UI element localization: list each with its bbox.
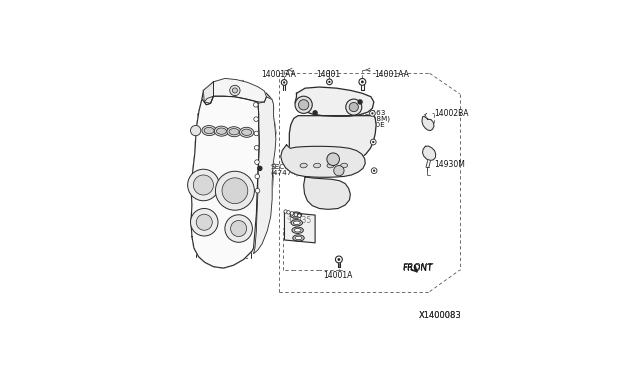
Circle shape xyxy=(254,117,259,121)
Text: X1400083: X1400083 xyxy=(419,311,461,320)
Text: 14001AA: 14001AA xyxy=(374,70,409,79)
Circle shape xyxy=(298,100,309,110)
Circle shape xyxy=(372,141,374,143)
Ellipse shape xyxy=(202,126,216,135)
Ellipse shape xyxy=(216,128,227,134)
Circle shape xyxy=(196,214,212,230)
Text: 14035: 14035 xyxy=(287,216,312,225)
Ellipse shape xyxy=(290,212,301,218)
Circle shape xyxy=(254,145,259,150)
Circle shape xyxy=(371,112,374,115)
Ellipse shape xyxy=(292,227,303,233)
Circle shape xyxy=(326,79,332,85)
Ellipse shape xyxy=(204,128,214,134)
Text: X1400083: X1400083 xyxy=(419,311,461,320)
Text: 14001A: 14001A xyxy=(323,271,353,280)
Ellipse shape xyxy=(229,129,239,135)
Circle shape xyxy=(258,166,262,170)
Circle shape xyxy=(373,170,375,172)
Polygon shape xyxy=(191,96,259,268)
Circle shape xyxy=(191,208,218,236)
Circle shape xyxy=(335,256,342,263)
Circle shape xyxy=(358,100,362,104)
Text: 14001AA: 14001AA xyxy=(261,70,296,79)
Text: FRONT: FRONT xyxy=(403,263,433,272)
Circle shape xyxy=(225,215,252,242)
Polygon shape xyxy=(422,116,434,131)
Text: 14040E: 14040E xyxy=(358,122,385,128)
Circle shape xyxy=(294,213,298,217)
Circle shape xyxy=(371,168,377,173)
Circle shape xyxy=(255,189,260,193)
Circle shape xyxy=(371,139,376,145)
Ellipse shape xyxy=(327,163,334,168)
Circle shape xyxy=(359,78,366,85)
Circle shape xyxy=(361,80,364,83)
Circle shape xyxy=(295,96,312,113)
Text: (47474): (47474) xyxy=(270,169,299,176)
Text: (16298M): (16298M) xyxy=(355,116,390,122)
Ellipse shape xyxy=(292,235,304,241)
Circle shape xyxy=(216,171,254,210)
Polygon shape xyxy=(204,82,213,103)
Circle shape xyxy=(284,210,287,213)
Ellipse shape xyxy=(239,127,254,137)
Ellipse shape xyxy=(300,163,307,168)
Circle shape xyxy=(282,80,287,85)
Text: (11026): (11026) xyxy=(309,127,338,134)
Text: SEC.163: SEC.163 xyxy=(355,110,385,116)
Circle shape xyxy=(369,110,375,116)
Text: SEC.118: SEC.118 xyxy=(309,122,340,128)
Text: 14002BA: 14002BA xyxy=(434,109,468,118)
Polygon shape xyxy=(253,97,276,254)
Circle shape xyxy=(346,99,362,115)
Ellipse shape xyxy=(293,221,300,225)
Polygon shape xyxy=(281,145,365,177)
Circle shape xyxy=(222,178,248,203)
Circle shape xyxy=(254,131,259,136)
Ellipse shape xyxy=(227,127,241,137)
Circle shape xyxy=(253,103,258,107)
Ellipse shape xyxy=(292,214,300,217)
Ellipse shape xyxy=(340,163,348,168)
Text: SEC.470: SEC.470 xyxy=(270,164,301,170)
Circle shape xyxy=(232,88,237,93)
Circle shape xyxy=(328,81,331,83)
Polygon shape xyxy=(287,116,376,166)
Polygon shape xyxy=(295,87,374,116)
Circle shape xyxy=(298,214,301,217)
Ellipse shape xyxy=(294,228,301,232)
Circle shape xyxy=(313,111,317,115)
Ellipse shape xyxy=(291,219,303,226)
Polygon shape xyxy=(422,146,436,160)
Polygon shape xyxy=(284,212,315,243)
Ellipse shape xyxy=(214,126,228,136)
Circle shape xyxy=(230,221,246,237)
Circle shape xyxy=(349,103,358,112)
Circle shape xyxy=(193,175,213,195)
Text: FRONT: FRONT xyxy=(403,264,433,273)
Ellipse shape xyxy=(314,163,321,168)
Circle shape xyxy=(327,153,339,166)
Polygon shape xyxy=(204,78,266,105)
Circle shape xyxy=(287,211,290,214)
Ellipse shape xyxy=(242,129,252,135)
Polygon shape xyxy=(303,177,350,209)
Ellipse shape xyxy=(295,236,302,240)
Circle shape xyxy=(283,81,285,84)
Text: 14001: 14001 xyxy=(316,70,340,79)
Circle shape xyxy=(255,174,260,179)
Circle shape xyxy=(188,169,219,201)
Circle shape xyxy=(337,258,340,261)
Circle shape xyxy=(230,85,240,96)
Text: 14930M: 14930M xyxy=(434,160,465,169)
Circle shape xyxy=(255,160,259,164)
Polygon shape xyxy=(191,79,276,268)
Circle shape xyxy=(290,212,294,215)
Circle shape xyxy=(333,166,344,176)
Circle shape xyxy=(191,125,201,136)
